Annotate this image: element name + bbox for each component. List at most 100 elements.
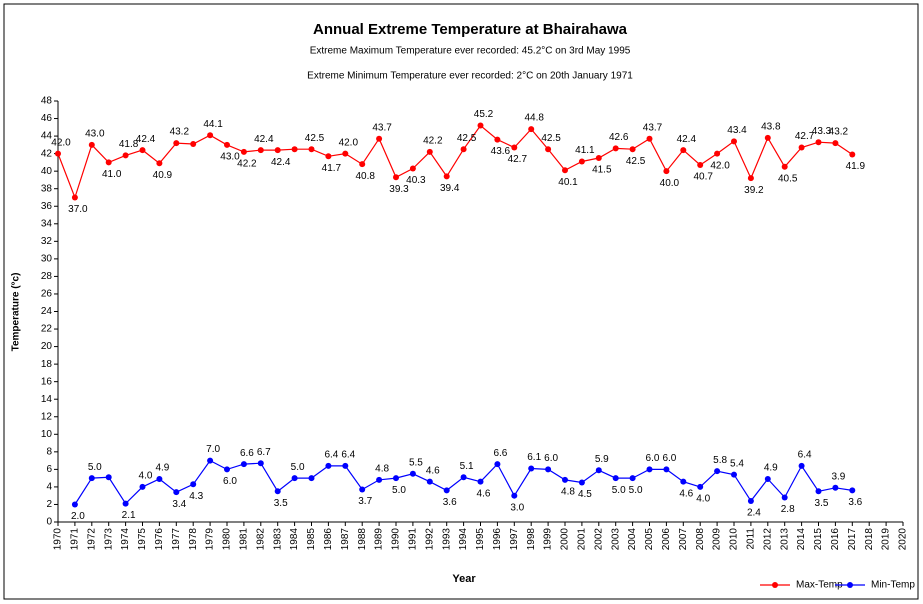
point xyxy=(781,494,788,501)
y-tick-label: 36 xyxy=(41,201,53,212)
data-label: 3.5 xyxy=(274,498,288,509)
point xyxy=(578,479,585,486)
point xyxy=(680,478,687,485)
data-label: 37.0 xyxy=(68,204,88,215)
data-label: 41.5 xyxy=(592,165,612,176)
data-label: 41.9 xyxy=(846,161,866,172)
point xyxy=(646,135,653,142)
y-tick-label: 6 xyxy=(46,464,52,475)
point xyxy=(173,140,180,147)
x-tick-label: 1992 xyxy=(424,528,435,551)
data-label: 41.1 xyxy=(575,145,595,156)
y-tick-label: 44 xyxy=(41,131,53,142)
data-label: 2.4 xyxy=(747,508,761,519)
point xyxy=(798,144,805,151)
point xyxy=(426,478,433,485)
x-tick-label: 1997 xyxy=(509,528,520,551)
point xyxy=(274,488,281,495)
point xyxy=(714,150,721,157)
data-label: 41.8 xyxy=(119,139,139,150)
data-label: 40.1 xyxy=(558,177,578,188)
x-tick-label: 1984 xyxy=(289,528,300,551)
y-tick-label: 40 xyxy=(41,166,53,177)
data-label: 43.4 xyxy=(727,125,747,136)
data-label: 5.8 xyxy=(713,455,727,466)
data-label: 42.0 xyxy=(339,137,359,148)
point xyxy=(55,150,61,157)
point xyxy=(291,475,298,482)
x-tick-label: 2011 xyxy=(746,528,757,550)
data-label: 5.0 xyxy=(392,485,406,496)
x-tick-label: 1987 xyxy=(340,528,351,551)
point xyxy=(207,132,214,139)
point xyxy=(122,500,129,507)
data-label: 43.2 xyxy=(829,127,849,138)
data-label: 3.0 xyxy=(510,502,524,513)
point xyxy=(477,478,484,485)
data-label: 40.7 xyxy=(693,172,713,183)
data-label: 4.8 xyxy=(375,464,389,475)
point xyxy=(562,476,568,483)
legend-marker xyxy=(772,582,778,588)
point xyxy=(393,174,399,181)
point xyxy=(528,465,535,472)
data-label: 42.5 xyxy=(541,133,561,144)
point xyxy=(612,475,619,482)
x-tick-label: 2016 xyxy=(830,528,841,551)
data-label: 6.0 xyxy=(223,476,237,487)
data-label: 42.2 xyxy=(237,159,257,170)
data-label: 5.0 xyxy=(291,462,305,473)
x-tick-label: 2006 xyxy=(661,528,672,551)
data-label: 42.5 xyxy=(305,133,325,144)
y-tick-label: 14 xyxy=(41,394,53,405)
x-tick-label: 1973 xyxy=(103,528,114,551)
data-label: 7.0 xyxy=(206,444,220,455)
data-label: 43.7 xyxy=(372,122,392,133)
data-label: 6.0 xyxy=(544,453,558,464)
data-label: 6.6 xyxy=(493,448,507,459)
point xyxy=(139,483,146,490)
x-tick-label: 1988 xyxy=(357,528,368,551)
point xyxy=(528,126,535,133)
data-label: 6.1 xyxy=(527,452,541,463)
point xyxy=(511,144,518,151)
y-tick-label: 48 xyxy=(41,96,53,107)
x-tick-label: 2017 xyxy=(847,528,858,551)
point xyxy=(71,194,78,201)
data-label: 42.4 xyxy=(136,134,156,145)
data-label: 3.9 xyxy=(831,471,845,482)
point xyxy=(747,497,754,504)
x-tick-label: 1986 xyxy=(323,528,334,551)
data-label: 43.7 xyxy=(643,122,663,133)
y-tick-label: 46 xyxy=(41,113,53,124)
point xyxy=(595,467,602,474)
x-tick-label: 2015 xyxy=(813,528,824,551)
data-label: 4.6 xyxy=(426,465,440,476)
x-tick-label: 1990 xyxy=(391,528,402,551)
x-tick-label: 1999 xyxy=(543,528,554,551)
point xyxy=(747,175,754,182)
y-tick-label: 22 xyxy=(41,324,53,335)
data-label: 42.7 xyxy=(508,154,528,165)
data-label: 41.0 xyxy=(102,169,122,180)
legend-label: Max-Temp xyxy=(796,580,843,591)
data-label: 2.8 xyxy=(781,504,795,515)
data-label: 41.7 xyxy=(322,163,342,174)
data-label: 6.6 xyxy=(240,448,254,459)
point xyxy=(798,462,805,469)
point xyxy=(629,475,636,482)
x-tick-label: 2008 xyxy=(695,528,706,551)
y-tick-label: 28 xyxy=(41,271,53,282)
point xyxy=(190,140,197,147)
point xyxy=(443,173,450,180)
x-tick-label: 2009 xyxy=(712,528,723,551)
data-label: 39.4 xyxy=(440,183,460,194)
point xyxy=(173,489,180,496)
data-label: 6.7 xyxy=(257,447,271,458)
data-label: 5.4 xyxy=(730,458,744,469)
point xyxy=(443,487,450,494)
point xyxy=(731,138,737,145)
point xyxy=(663,466,670,473)
data-label: 2.1 xyxy=(122,510,136,521)
x-tick-label: 1977 xyxy=(171,528,182,551)
